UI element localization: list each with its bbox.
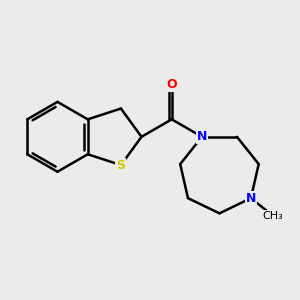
Text: CH₃: CH₃ <box>262 211 283 220</box>
Text: O: O <box>167 78 177 91</box>
Text: S: S <box>116 159 125 172</box>
Text: N: N <box>246 192 256 205</box>
Text: N: N <box>197 130 207 143</box>
